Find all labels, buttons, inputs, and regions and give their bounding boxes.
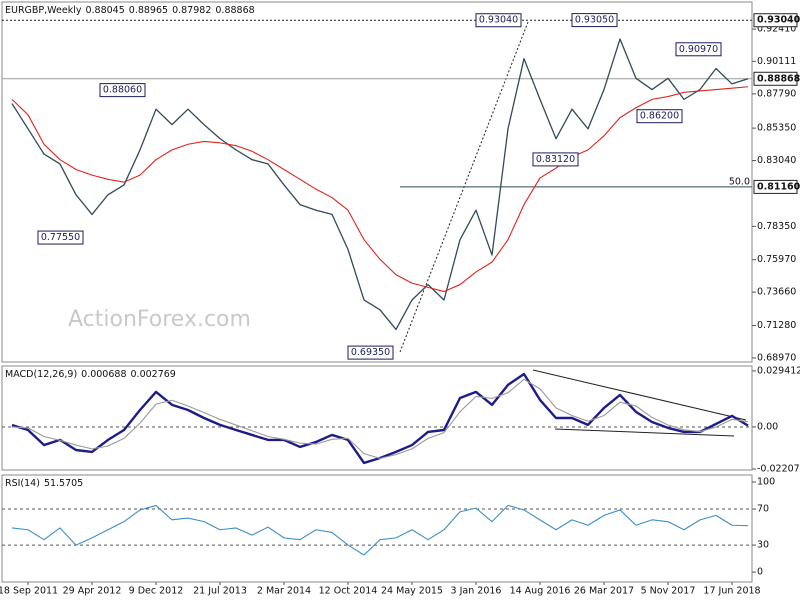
level-box	[753, 13, 798, 28]
price-annotation-box	[675, 42, 722, 57]
y-tick-label: 0.71280	[757, 320, 796, 331]
moving-average	[11, 86, 749, 293]
x-tick-label: 29 Apr 2012	[63, 586, 122, 597]
x-tick-label: 21 Jul 2013	[193, 586, 247, 597]
panel-header: EURGBP,Weekly 0.88045 0.88965 0.87982 0.8886…	[5, 5, 255, 16]
y-tick-label: 0.85350	[757, 123, 796, 134]
y-tick-label: 0.029412	[757, 365, 800, 376]
price-annotation: 0.90970	[679, 44, 718, 55]
y-tick-label: 70	[757, 504, 769, 515]
level-label: 0.81160	[757, 181, 800, 192]
price-annotation: 0.88060	[103, 85, 142, 96]
series-line	[11, 378, 749, 459]
price-annotation-box	[636, 109, 683, 124]
watermark: ActionForex.com	[68, 307, 251, 332]
panel-title: EURGBP,Weekly	[5, 5, 82, 16]
x-tick-label: 9 Dec 2012	[129, 586, 184, 597]
panel-frame	[1, 365, 753, 471]
panel-header: MACD(12,26,9) 0.000688 0.002769	[5, 369, 176, 380]
price-annotation: 0.83120	[536, 154, 575, 165]
y-tick-label: 0.78350	[757, 221, 796, 232]
y-tick-label: 0.92410	[757, 24, 796, 35]
header-value: 0.88868	[215, 5, 254, 16]
y-tick-label: 0.68970	[757, 352, 796, 363]
panel-frame	[1, 474, 753, 583]
price-annotation-box	[532, 152, 579, 167]
price-annotation: 0.93040	[479, 15, 518, 26]
level-box	[753, 179, 798, 194]
series-line	[11, 504, 749, 556]
price-annotation-box	[475, 13, 522, 28]
price-annotation-box	[37, 230, 84, 245]
y-tick-label: 0.83040	[757, 155, 796, 166]
y-tick-label: 0.90111	[757, 56, 796, 67]
y-tick-label: 0.75970	[757, 254, 796, 265]
price-annotation: 0.93050	[575, 15, 614, 26]
macd-trend-line	[532, 369, 747, 421]
y-tick-label: 100	[757, 477, 775, 488]
price-annotation-box	[347, 345, 394, 360]
x-tick-label: 12 Oct 2014	[319, 586, 378, 597]
panel-title: MACD(12,26,9)	[5, 369, 77, 380]
panel-frame	[1, 1, 753, 363]
panel-title: RSI(14)	[5, 478, 40, 489]
header-value: 0.000688	[81, 369, 126, 380]
y-tick-label: 30	[757, 540, 769, 551]
x-tick-label: 18 Sep 2011	[0, 586, 58, 597]
price-annotation: 0.86200	[640, 111, 679, 122]
header-value: 0.87982	[172, 5, 211, 16]
header-value: 0.88965	[129, 5, 168, 16]
x-tick-label: 5 Nov 2017	[641, 586, 696, 597]
x-tick-label: 2 Mar 2014	[257, 586, 311, 597]
series-line	[11, 38, 749, 331]
level-label: 0.93040	[757, 15, 800, 26]
level-label: 0.88868	[757, 73, 800, 84]
macd-trend-line	[554, 428, 735, 437]
x-tick-label: 14 Aug 2016	[510, 586, 571, 597]
x-tick-label: 24 May 2015	[381, 586, 443, 597]
y-tick-label: 0.73660	[757, 287, 796, 298]
header-value: 0.88045	[85, 5, 124, 16]
y-tick-label: -0.022074	[757, 463, 800, 474]
panel-header: RSI(14) 51.5705	[5, 478, 83, 489]
level-box	[753, 71, 798, 86]
y-tick-label: 0	[757, 567, 763, 578]
y-tick-label: 0.87790	[757, 88, 796, 99]
y-tick-label: 0.00	[757, 421, 778, 432]
header-value: 0.002769	[131, 369, 176, 380]
price-annotation-box	[99, 83, 146, 98]
header-value: 51.5705	[44, 478, 83, 489]
x-tick-label: 3 Jan 2016	[451, 586, 502, 597]
fib-label: 50.0	[729, 176, 750, 187]
x-tick-label: 26 Mar 2017	[574, 586, 634, 597]
x-tick-label: 17 Jun 2018	[703, 586, 760, 597]
price-annotation-box	[571, 13, 618, 28]
price-annotation: 0.69350	[351, 347, 390, 358]
price-annotation: 0.77550	[41, 232, 80, 243]
